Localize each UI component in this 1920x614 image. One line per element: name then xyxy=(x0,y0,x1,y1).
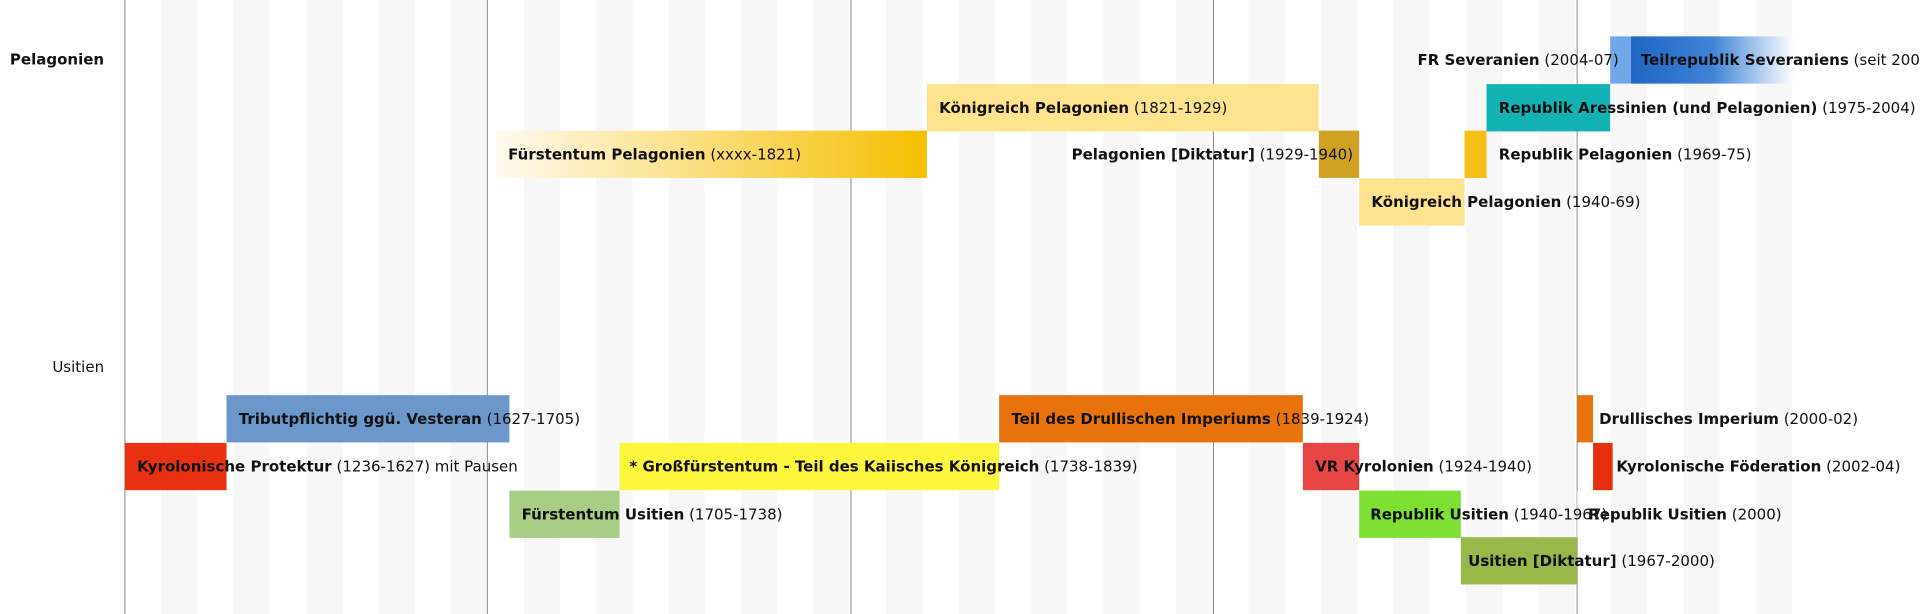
period-label: Republik Aressinien (und Pelagonien) (19… xyxy=(1499,98,1916,116)
entity-name: Kyrolonische Föderation xyxy=(1616,457,1821,475)
period-years: (2000) xyxy=(1732,505,1782,523)
period-bar xyxy=(1577,395,1594,443)
period-years: (1627-1705) xyxy=(487,409,580,427)
period-bar xyxy=(926,84,1319,132)
entity-name: Republik Usitien xyxy=(1588,505,1727,523)
period-label: Fürstentum Usitien (1705-1738) xyxy=(522,505,783,523)
entity-name: Pelagonien [Diktatur] xyxy=(1072,145,1255,163)
entity-name: Kyrolonische Protektur xyxy=(137,457,332,475)
period-label: Republik Usitien (1940-1967) xyxy=(1370,505,1607,523)
period-label: Teil des Drullischen Imperiums (1839-192… xyxy=(1011,409,1369,427)
period-years: (1929-1940) xyxy=(1260,145,1353,163)
period-years: (1738-1839) xyxy=(1044,457,1137,475)
period-bar xyxy=(509,490,620,538)
stripe xyxy=(378,0,415,614)
period-label: Pelagonien [Diktatur] (1929-1940) xyxy=(1072,145,1353,163)
entity-name: FR Severanien xyxy=(1417,51,1539,69)
group-label: Pelagonien xyxy=(10,51,104,69)
entity-name: Königreich Pelagonien xyxy=(939,98,1129,116)
entity-name: Republik Usitien xyxy=(1370,505,1509,523)
period-bar xyxy=(124,442,227,491)
period-label: Teilrepublik Severaniens (seit 2007) xyxy=(1641,51,1920,69)
stripe xyxy=(1755,0,1793,614)
period-years: (seit 2007) xyxy=(1854,51,1920,69)
period-label: Republik Usitien (2000) xyxy=(1588,505,1781,523)
period-years: (1839-1924) xyxy=(1276,409,1369,427)
period-years: (1967-2000) xyxy=(1621,551,1714,569)
stripe xyxy=(1683,0,1720,614)
period-label: Kyrolonische Protektur (1236-1627) mit P… xyxy=(137,457,518,475)
labels: Pelagonien Usitien FR Severanien (2004-07)… xyxy=(10,51,1920,570)
stripe xyxy=(1610,0,1648,614)
period-years: (1236-1627) mit Pausen xyxy=(337,457,518,475)
entity-name: Teilrepublik Severaniens xyxy=(1641,51,1849,69)
stripe xyxy=(741,0,778,614)
period-bar xyxy=(1610,36,1632,84)
period-years: (xxxx-1821) xyxy=(710,145,801,163)
period-bar xyxy=(1359,490,1461,538)
period-label: Republik Pelagonien (1969-75) xyxy=(1499,145,1752,163)
stripe xyxy=(161,0,198,614)
background xyxy=(124,0,1793,614)
period-years: (2000-02) xyxy=(1784,409,1858,427)
period-years: (1924-1940) xyxy=(1439,457,1532,475)
entity-name: Tributpflichtig ggü. Vesteran xyxy=(239,409,482,427)
entity-name: Republik Aressinien (und Pelagonien) xyxy=(1499,98,1818,116)
period-bar xyxy=(1318,130,1360,178)
period-bar xyxy=(1302,442,1360,491)
entity-name: Usitien [Diktatur] xyxy=(1468,551,1616,569)
stripe xyxy=(668,0,705,614)
entity-name: Fürstentum Usitien xyxy=(522,505,685,523)
period-bar xyxy=(1593,442,1613,491)
period-years: (1940-69) xyxy=(1566,193,1640,211)
period-years: (2002-04) xyxy=(1826,457,1900,475)
period-years: (1969-75) xyxy=(1677,145,1751,163)
period-label: FR Severanien (2004-07) xyxy=(1417,51,1618,69)
period-bar xyxy=(1464,130,1487,178)
period-bar xyxy=(1577,490,1579,538)
period-bar xyxy=(1359,178,1465,226)
period-label: Kyrolonische Föderation (2002-04) xyxy=(1616,457,1900,475)
period-label: VR Kyrolonien (1924-1940) xyxy=(1315,457,1532,475)
entity-name: * Großfürstentum - Teil des Kaiisches Kö… xyxy=(629,457,1039,475)
period-label: Königreich Pelagonien (1821-1929) xyxy=(939,98,1227,116)
entity-name: Drullisches Imperium xyxy=(1599,409,1779,427)
stripe xyxy=(813,0,850,614)
period-years: (1975-2004) xyxy=(1822,98,1915,116)
entity-name: Teil des Drullischen Imperiums xyxy=(1011,409,1270,427)
stripe xyxy=(886,0,923,614)
period-label: Tributpflichtig ggü. Vesteran (1627-1705… xyxy=(239,409,580,427)
stripe xyxy=(451,0,488,614)
period-label: Drullisches Imperium (2000-02) xyxy=(1599,409,1858,427)
stripe xyxy=(1320,0,1358,614)
entity-name: Republik Pelagonien xyxy=(1499,145,1673,163)
period-bar xyxy=(619,442,1000,491)
period-label: Usitien [Diktatur] (1967-2000) xyxy=(1468,551,1715,569)
period-bar xyxy=(1631,36,1794,84)
period-years: (2004-07) xyxy=(1544,51,1618,69)
period-bar xyxy=(495,130,927,178)
period-years: (1940-1967) xyxy=(1514,505,1607,523)
period-bar xyxy=(1460,537,1578,585)
bars xyxy=(124,36,1794,585)
stripe xyxy=(233,0,270,614)
group-label: Usitien xyxy=(52,358,104,376)
period-years: (1705-1738) xyxy=(689,505,782,523)
period-bar xyxy=(999,395,1303,443)
period-years: (1821-1929) xyxy=(1134,98,1227,116)
entity-name: VR Kyrolonien xyxy=(1315,457,1434,475)
period-label: Königreich Pelagonien (1940-69) xyxy=(1371,193,1640,211)
entity-name: Fürstentum Pelagonien xyxy=(508,145,705,163)
period-label: * Großfürstentum - Teil des Kaiisches Kö… xyxy=(629,457,1137,475)
stripe xyxy=(306,0,343,614)
period-label: Fürstentum Pelagonien (xxxx-1821) xyxy=(508,145,801,163)
period-bar xyxy=(226,395,510,443)
entity-name: Königreich Pelagonien xyxy=(1371,193,1561,211)
period-bar xyxy=(1486,84,1611,132)
